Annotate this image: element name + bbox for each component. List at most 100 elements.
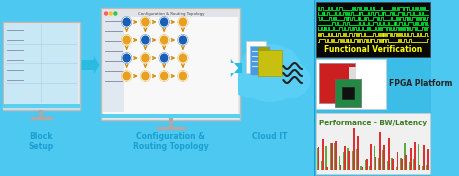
Bar bbox=[395, 167, 397, 170]
Circle shape bbox=[178, 17, 187, 27]
Text: Functional Verification: Functional Verification bbox=[323, 45, 421, 54]
Bar bbox=[330, 143, 332, 170]
Bar bbox=[400, 159, 402, 170]
FancyBboxPatch shape bbox=[318, 63, 354, 103]
Bar bbox=[317, 147, 319, 170]
Bar bbox=[316, 147, 318, 170]
Bar bbox=[329, 143, 331, 170]
Bar bbox=[347, 148, 348, 170]
Bar bbox=[338, 156, 340, 170]
Circle shape bbox=[159, 17, 168, 27]
Bar bbox=[342, 152, 344, 170]
Ellipse shape bbox=[237, 44, 302, 102]
Ellipse shape bbox=[261, 47, 297, 73]
Bar bbox=[355, 149, 357, 170]
FancyBboxPatch shape bbox=[3, 104, 79, 110]
Circle shape bbox=[140, 71, 150, 81]
Bar bbox=[373, 146, 375, 170]
Circle shape bbox=[140, 53, 150, 63]
Text: Cloud IT: Cloud IT bbox=[252, 132, 287, 141]
FancyBboxPatch shape bbox=[315, 113, 429, 174]
Circle shape bbox=[178, 35, 187, 45]
FancyBboxPatch shape bbox=[103, 17, 123, 112]
Bar bbox=[374, 157, 375, 170]
FancyBboxPatch shape bbox=[3, 22, 79, 110]
Bar bbox=[333, 143, 335, 170]
FancyBboxPatch shape bbox=[103, 10, 238, 114]
Bar bbox=[381, 150, 383, 170]
Bar bbox=[365, 159, 367, 170]
FancyBboxPatch shape bbox=[348, 67, 356, 101]
FancyBboxPatch shape bbox=[245, 41, 266, 73]
Circle shape bbox=[159, 35, 168, 45]
Bar bbox=[399, 158, 401, 170]
Bar bbox=[403, 143, 405, 170]
Bar bbox=[352, 128, 354, 170]
FancyBboxPatch shape bbox=[334, 79, 360, 107]
Text: Block
Setup: Block Setup bbox=[28, 132, 54, 151]
Circle shape bbox=[159, 71, 168, 81]
FancyBboxPatch shape bbox=[249, 46, 269, 74]
Circle shape bbox=[122, 53, 131, 63]
Bar bbox=[335, 141, 336, 170]
Circle shape bbox=[159, 53, 168, 63]
Bar bbox=[369, 144, 371, 170]
Bar bbox=[425, 165, 427, 170]
Bar bbox=[339, 165, 341, 170]
Bar bbox=[390, 158, 392, 170]
FancyBboxPatch shape bbox=[3, 104, 79, 108]
FancyBboxPatch shape bbox=[341, 87, 353, 99]
Bar bbox=[378, 132, 380, 170]
Bar bbox=[321, 139, 323, 170]
Text: Performance - BW/Latency: Performance - BW/Latency bbox=[318, 120, 426, 126]
Bar bbox=[422, 145, 424, 170]
FancyBboxPatch shape bbox=[315, 2, 429, 57]
Bar bbox=[326, 167, 327, 170]
Bar bbox=[356, 136, 358, 170]
Bar bbox=[361, 167, 363, 170]
Circle shape bbox=[178, 71, 187, 81]
FancyBboxPatch shape bbox=[103, 10, 238, 17]
Bar bbox=[412, 159, 414, 170]
Circle shape bbox=[122, 17, 131, 27]
Circle shape bbox=[140, 35, 150, 45]
Text: FPGA Platform: FPGA Platform bbox=[388, 80, 452, 89]
Bar bbox=[383, 145, 385, 170]
Bar bbox=[392, 159, 393, 170]
Ellipse shape bbox=[230, 62, 269, 98]
Circle shape bbox=[122, 71, 131, 81]
Text: Configuration &
Routing Topology: Configuration & Routing Topology bbox=[133, 132, 208, 151]
Bar bbox=[421, 166, 423, 170]
Bar bbox=[347, 151, 349, 170]
Bar bbox=[377, 158, 379, 170]
Bar bbox=[320, 161, 322, 170]
Bar bbox=[404, 155, 406, 170]
FancyBboxPatch shape bbox=[101, 8, 240, 120]
Circle shape bbox=[104, 12, 107, 15]
Bar bbox=[386, 161, 388, 170]
Text: Configuration & Routing Topology: Configuration & Routing Topology bbox=[137, 11, 203, 15]
Bar bbox=[351, 151, 353, 170]
Polygon shape bbox=[230, 59, 241, 77]
Bar bbox=[408, 162, 409, 170]
Bar bbox=[396, 152, 397, 170]
Circle shape bbox=[114, 12, 117, 15]
FancyBboxPatch shape bbox=[315, 59, 386, 109]
Bar bbox=[409, 148, 411, 170]
FancyBboxPatch shape bbox=[313, 0, 431, 176]
Ellipse shape bbox=[270, 62, 310, 98]
Bar bbox=[426, 149, 428, 170]
FancyBboxPatch shape bbox=[5, 24, 78, 104]
Circle shape bbox=[109, 12, 112, 15]
Bar bbox=[369, 166, 370, 170]
Bar bbox=[364, 159, 366, 170]
Bar bbox=[413, 142, 415, 170]
Bar bbox=[417, 144, 419, 170]
Circle shape bbox=[122, 35, 131, 45]
Circle shape bbox=[178, 53, 187, 63]
Bar bbox=[325, 146, 326, 170]
Polygon shape bbox=[81, 56, 99, 74]
FancyBboxPatch shape bbox=[257, 50, 282, 76]
Circle shape bbox=[140, 17, 150, 27]
FancyBboxPatch shape bbox=[101, 114, 240, 118]
